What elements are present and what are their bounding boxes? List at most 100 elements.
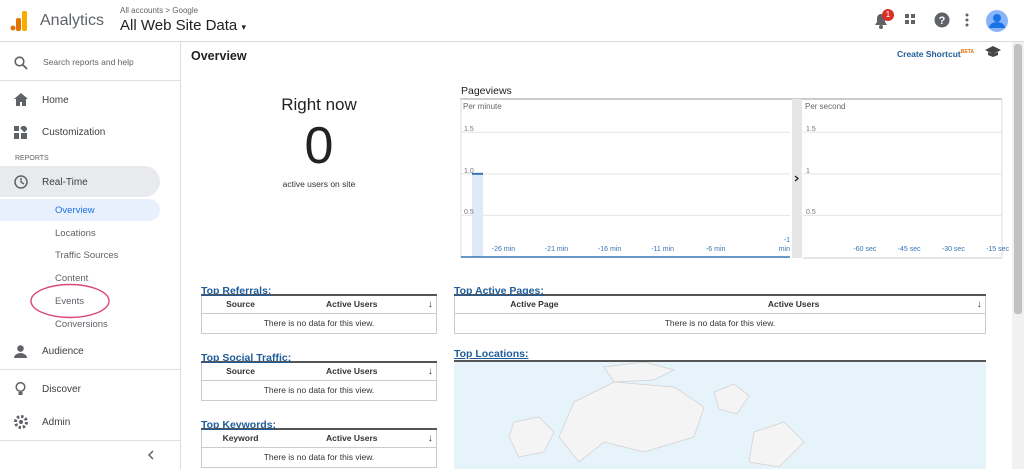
sub-nav-item[interactable]: Overview xyxy=(55,205,95,216)
row: There is no data for this view. xyxy=(201,447,437,468)
realtime-icon xyxy=(14,175,28,189)
y-tick-label: 1 xyxy=(806,167,810,175)
header-row: Keyword Active Users ↓ xyxy=(201,429,437,448)
header-row: Source Active Users ↓ xyxy=(201,295,437,314)
column-header[interactable]: Active Page xyxy=(454,295,614,314)
column-header[interactable]: Active Users xyxy=(613,295,974,314)
y-tick-label: 0.5 xyxy=(464,209,474,217)
notification-badge: 1 xyxy=(882,9,894,21)
report-table: Top Referrals: Source Active Users ↓ There i… xyxy=(201,281,437,334)
breadcrumb[interactable]: All accounts > Google xyxy=(120,6,199,15)
locations-map[interactable] xyxy=(454,360,986,469)
x-tick-label: -1 min xyxy=(778,237,790,253)
locations-title: Top Locations: xyxy=(454,348,528,360)
collapse[interactable] xyxy=(147,450,155,460)
sort-arrow[interactable]: ↓ xyxy=(424,362,437,381)
column-header[interactable]: Active Users xyxy=(279,429,425,448)
section-title[interactable]: Top Social Traffic: xyxy=(201,352,292,364)
section-title-wrap: Top Social Traffic: xyxy=(201,348,437,364)
report-table: Top Active Pages: Active Page Active Users… xyxy=(454,281,986,334)
section-title-wrap: Top Keywords: xyxy=(201,415,437,431)
sub-nav-item[interactable]: Events xyxy=(55,295,85,307)
help[interactable]: ? xyxy=(934,12,950,28)
nav-item[interactable]: Audience xyxy=(42,346,84,357)
home-icon xyxy=(14,93,28,106)
column-header[interactable]: Active Users xyxy=(279,295,425,314)
section-title-wrap: Top Active Pages: xyxy=(454,281,986,297)
table: Keyword Active Users ↓ There is no data for… xyxy=(201,428,437,468)
section-title[interactable]: Top Keywords: xyxy=(201,419,277,431)
sub-nav-item[interactable]: Content xyxy=(55,273,89,285)
education-icon[interactable] xyxy=(985,46,1001,57)
customization-icon xyxy=(14,126,27,139)
svg-text:?: ? xyxy=(939,15,946,27)
crumb[interactable]: All accounts xyxy=(120,6,164,15)
section-title-wrap: Top Referrals: xyxy=(201,281,437,297)
view-selector[interactable]: All Web Site Data ▾ xyxy=(120,17,246,34)
active-caption: active users on site xyxy=(282,179,356,189)
nav-item[interactable]: Real-Time xyxy=(42,177,88,188)
sub-nav-item[interactable]: Locations xyxy=(55,227,96,239)
active-users: 0 xyxy=(304,117,334,175)
section-label: REPORTS xyxy=(15,155,49,162)
sort-arrow[interactable]: ↓ xyxy=(973,295,986,314)
row: There is no data for this view. xyxy=(454,313,986,334)
pageviews-title: Pageviews xyxy=(461,85,512,97)
x-tick-label: -60 sec xyxy=(853,246,877,253)
avatar[interactable] xyxy=(986,10,1008,32)
audience-icon xyxy=(14,345,27,358)
section-title[interactable]: Top Active Pages: xyxy=(454,285,544,297)
more[interactable] xyxy=(964,13,970,29)
panel-label: Per second xyxy=(805,102,846,111)
empty-message: There is no data for this view. xyxy=(201,313,437,334)
y-tick-label: 1.5 xyxy=(806,126,816,134)
nav-item[interactable]: Discover xyxy=(42,384,81,395)
sort-arrow[interactable]: ↓ xyxy=(424,429,437,448)
y-tick-label: 0.5 xyxy=(806,209,816,217)
shortcut-label[interactable]: Create Shortcut xyxy=(897,49,961,59)
create-shortcut[interactable]: Create ShortcutBETA xyxy=(897,49,974,59)
apps[interactable] xyxy=(905,14,919,28)
nav-item[interactable]: Customization xyxy=(42,127,106,138)
column-header[interactable]: Keyword xyxy=(201,429,280,448)
x-tick-label: -30 sec xyxy=(941,246,965,253)
discover-icon xyxy=(15,382,26,395)
column-header[interactable]: Source xyxy=(201,295,280,314)
section-title[interactable]: Top Referrals: xyxy=(201,285,272,297)
column-header[interactable]: Source xyxy=(201,362,280,381)
table: Active Page Active Users ↓ There is no data… xyxy=(454,294,986,334)
row: There is no data for this view. xyxy=(201,313,437,334)
x-tick-label: -21 min xyxy=(544,246,569,253)
table: Source Active Users ↓ There is no data for … xyxy=(201,294,437,334)
nav-item[interactable]: Home xyxy=(42,95,69,106)
report-table: Top Social Traffic: Source Active Users ↓ Th… xyxy=(201,348,437,401)
report-table: Top Keywords: Keyword Active Users ↓ There i… xyxy=(201,415,437,468)
crumb[interactable]: Google xyxy=(172,6,199,15)
right-now-title: Right now xyxy=(281,95,357,114)
nav-item[interactable]: Admin xyxy=(42,417,71,428)
page-title: Overview xyxy=(191,49,247,63)
empty-message: There is no data for this view. xyxy=(454,313,986,334)
sort-arrow[interactable]: ↓ xyxy=(424,295,437,314)
x-tick-label: -6 min xyxy=(705,246,726,253)
x-tick-label: -45 sec xyxy=(897,246,921,253)
sub-nav-item[interactable]: Conversions xyxy=(55,318,108,330)
map-land xyxy=(508,362,805,468)
x-tick-label: -11 min xyxy=(651,246,675,253)
search[interactable]: Search reports and help xyxy=(43,57,134,67)
column-header[interactable]: Active Users xyxy=(279,362,425,381)
sub-nav-item[interactable]: Traffic Sources xyxy=(55,250,119,262)
search-icon xyxy=(14,56,28,70)
highlight-circle xyxy=(30,283,110,319)
view-name: All Web Site Data xyxy=(120,17,238,34)
y-tick-label: 1.5 xyxy=(464,126,474,134)
admin-icon xyxy=(14,415,28,429)
y-tick-label: 1.0 xyxy=(464,167,474,175)
x-tick-label: -16 min xyxy=(597,246,622,253)
section-title: Top Locations: xyxy=(454,348,529,360)
header-row: Active Page Active Users ↓ xyxy=(454,295,986,314)
top-bar: Analytics All accounts > Google All Web … xyxy=(0,0,1024,42)
scrollbar[interactable] xyxy=(1012,42,1024,469)
